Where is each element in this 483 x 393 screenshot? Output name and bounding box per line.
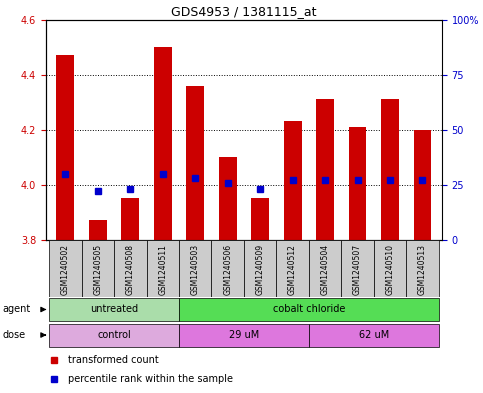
Bar (57, 55, 74, 240)
Bar (341, 240, 374, 297)
Text: GSM1240507: GSM1240507 (353, 244, 362, 296)
Text: GSM1240509: GSM1240509 (256, 244, 265, 296)
Bar (49, 298, 179, 321)
Bar (154, 47, 171, 240)
Bar (179, 323, 309, 347)
Bar (276, 240, 309, 297)
Bar (284, 121, 301, 240)
Text: control: control (97, 330, 131, 340)
Bar (251, 198, 269, 240)
Bar (374, 240, 406, 297)
Text: cobalt chloride: cobalt chloride (273, 305, 345, 314)
Bar (121, 198, 139, 240)
Text: GSM1240513: GSM1240513 (418, 244, 427, 295)
Text: GSM1240506: GSM1240506 (223, 244, 232, 296)
Bar (82, 240, 114, 297)
Text: GSM1240504: GSM1240504 (321, 244, 329, 296)
Text: GSM1240512: GSM1240512 (288, 244, 297, 295)
Bar (381, 99, 399, 240)
Text: 62 uM: 62 uM (359, 330, 389, 340)
Bar (179, 298, 439, 321)
Bar (179, 240, 212, 297)
Title: GDS4953 / 1381115_at: GDS4953 / 1381115_at (171, 6, 317, 18)
Text: GSM1240503: GSM1240503 (191, 244, 199, 296)
Text: untreated: untreated (90, 305, 138, 314)
Bar (413, 130, 431, 240)
Text: GSM1240510: GSM1240510 (385, 244, 395, 295)
Text: GSM1240508: GSM1240508 (126, 244, 135, 295)
Text: percentile rank within the sample: percentile rank within the sample (68, 374, 233, 384)
Bar (89, 220, 107, 240)
Bar (316, 99, 334, 240)
Bar (244, 240, 276, 297)
Text: GSM1240511: GSM1240511 (158, 244, 167, 295)
Bar (186, 86, 204, 240)
Text: agent: agent (2, 305, 30, 314)
Bar (212, 240, 244, 297)
Bar (49, 323, 179, 347)
Text: transformed count: transformed count (68, 354, 158, 365)
Text: 29 uM: 29 uM (229, 330, 259, 340)
Text: GSM1240502: GSM1240502 (61, 244, 70, 295)
Bar (219, 157, 237, 240)
Bar (349, 127, 367, 240)
Bar (146, 240, 179, 297)
Bar (114, 240, 146, 297)
Bar (49, 240, 82, 297)
Text: GSM1240505: GSM1240505 (93, 244, 102, 296)
Bar (406, 240, 439, 297)
Text: dose: dose (2, 330, 26, 340)
Bar (309, 323, 439, 347)
Bar (309, 240, 341, 297)
